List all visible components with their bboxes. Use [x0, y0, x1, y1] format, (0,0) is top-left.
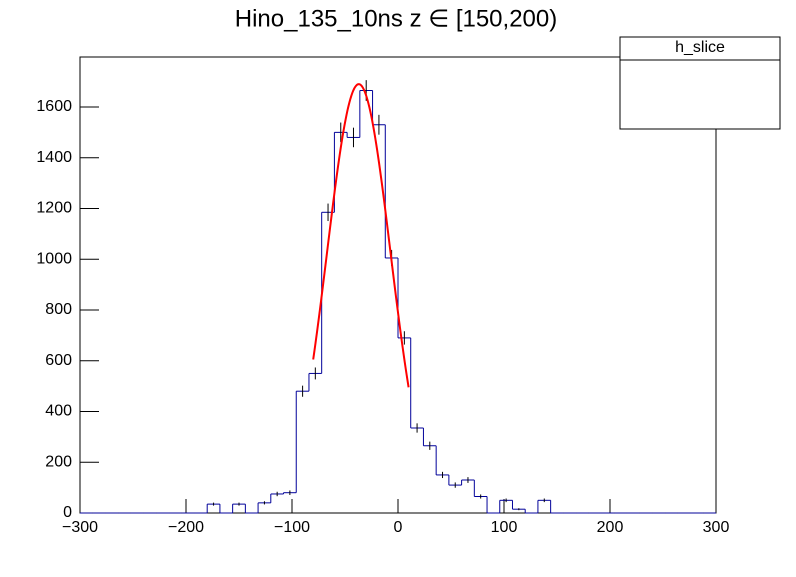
y-tick-label: 600	[45, 352, 72, 369]
y-tick-label: 1200	[36, 200, 72, 217]
x-tick-label: −100	[274, 519, 310, 536]
y-tick-label: 1400	[36, 149, 72, 166]
x-tick-label: 300	[703, 519, 730, 536]
x-tick-label: 200	[597, 519, 624, 536]
x-tick-label: −200	[168, 519, 204, 536]
x-tick-label: 0	[394, 519, 403, 536]
y-tick-label: 0	[63, 504, 72, 521]
stats-frame	[619, 36, 781, 130]
y-tick-label: 200	[45, 453, 72, 470]
x-tick-label: 100	[491, 519, 518, 536]
y-tick-label: 1600	[36, 98, 72, 115]
stats-box: h_slice	[619, 36, 781, 130]
y-tick-label: 1000	[36, 250, 72, 267]
stats-title: h_slice	[675, 39, 725, 56]
fit-curve	[312, 83, 410, 388]
y-tick-label: 400	[45, 403, 72, 420]
chart-title: Hino_135_10ns z ∈ [150,200)	[235, 5, 557, 32]
y-tick-label: 800	[45, 301, 72, 318]
x-tick-label: −300	[62, 519, 98, 536]
